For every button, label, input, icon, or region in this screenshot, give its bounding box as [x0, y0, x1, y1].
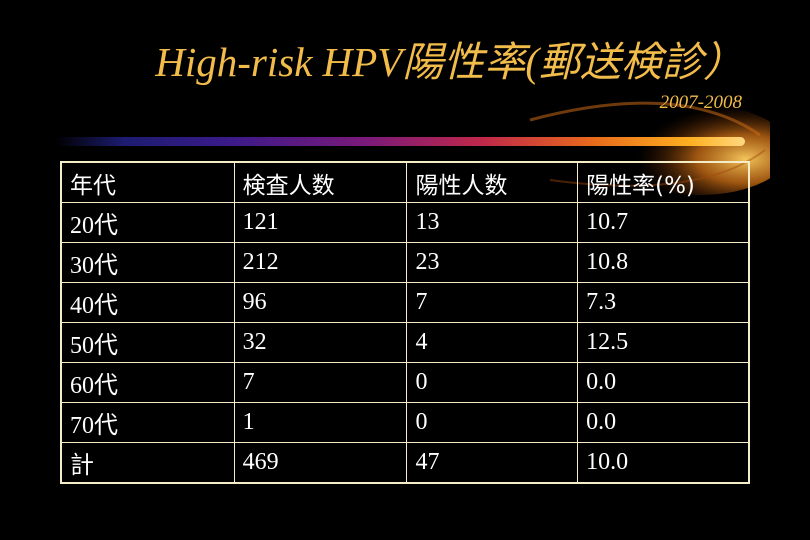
hpv-positivity-table: 年代 検査人数 陽性人数 陽性率(%) 20代 121 13 10.7 30代 … — [60, 161, 750, 484]
header-positive-count: 陽性人数 — [406, 161, 579, 203]
positive-count-cell: 13 — [406, 202, 579, 243]
positive-rate-cell: 0.0 — [577, 402, 750, 443]
table-row: 70代 1 0 0.0 — [60, 402, 750, 443]
age-group-cell: 30代 — [60, 242, 235, 283]
positive-count-cell: 0 — [406, 402, 579, 443]
table-row: 30代 212 23 10.8 — [60, 242, 750, 283]
slide-title: High-risk HPV陽性率(郵送検診） — [155, 39, 744, 85]
total-rate-cell: 10.0 — [577, 442, 750, 484]
positive-rate-cell: 0.0 — [577, 362, 750, 403]
positive-rate-cell: 7.3 — [577, 282, 750, 323]
table-row: 40代 96 7 7.3 — [60, 282, 750, 323]
tested-count-cell: 7 — [233, 362, 408, 403]
age-group-cell: 50代 — [60, 322, 235, 363]
positive-rate-cell: 10.8 — [577, 242, 750, 283]
tested-count-cell: 212 — [233, 242, 408, 283]
table-header-row: 年代 検査人数 陽性人数 陽性率(%) — [60, 161, 750, 203]
tested-count-cell: 121 — [233, 202, 408, 243]
table-row: 60代 7 0 0.0 — [60, 362, 750, 403]
table-total-row: 計 469 47 10.0 — [60, 442, 750, 484]
tested-count-cell: 1 — [233, 402, 408, 443]
table-row: 50代 32 4 12.5 — [60, 322, 750, 363]
age-group-cell: 60代 — [60, 362, 235, 403]
positive-count-cell: 0 — [406, 362, 579, 403]
decorative-gradient-bar — [55, 137, 745, 146]
positive-rate-cell: 12.5 — [577, 322, 750, 363]
total-tested-cell: 469 — [233, 442, 408, 484]
header-tested-count: 検査人数 — [233, 161, 408, 203]
header-age-group: 年代 — [60, 161, 235, 203]
slide-subtitle: 2007-2008 — [659, 92, 742, 113]
age-group-cell: 40代 — [60, 282, 235, 323]
table-row: 20代 121 13 10.7 — [60, 202, 750, 243]
tested-count-cell: 32 — [233, 322, 408, 363]
header-positive-rate: 陽性率(%) — [577, 161, 750, 203]
tested-count-cell: 96 — [233, 282, 408, 323]
positive-count-cell: 23 — [406, 242, 579, 283]
total-label-cell: 計 — [60, 442, 235, 484]
positive-count-cell: 7 — [406, 282, 579, 323]
positive-count-cell: 4 — [406, 322, 579, 363]
age-group-cell: 20代 — [60, 202, 235, 243]
age-group-cell: 70代 — [60, 402, 235, 443]
total-positive-cell: 47 — [406, 442, 579, 484]
positive-rate-cell: 10.7 — [577, 202, 750, 243]
